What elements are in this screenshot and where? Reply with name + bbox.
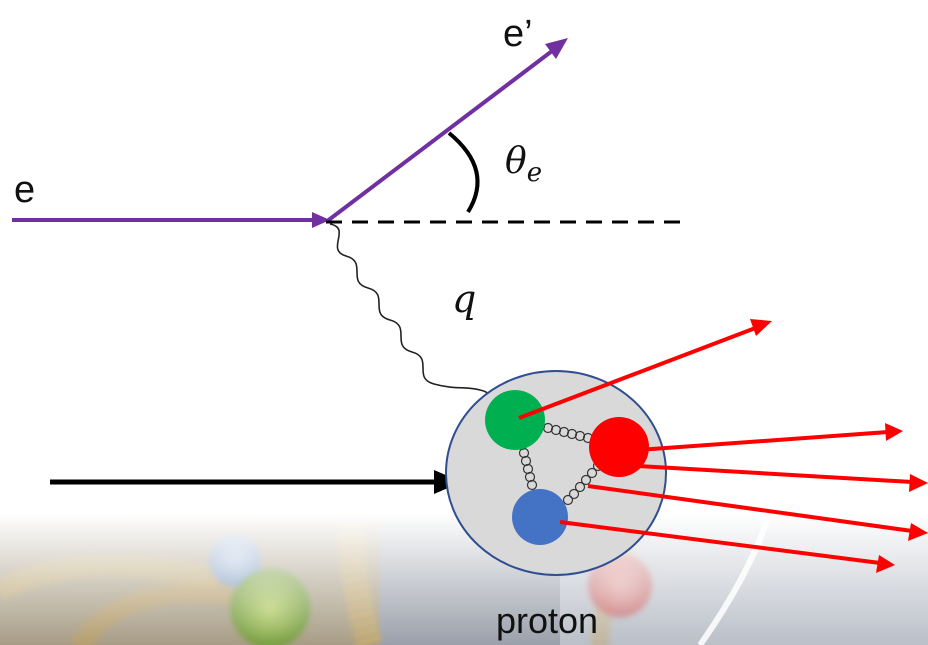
jet-from-red-quark-upper	[637, 423, 903, 452]
gluon-spring-icon	[516, 420, 604, 506]
proton-label: proton	[496, 600, 598, 641]
incoming-electron-arrowhead	[312, 212, 330, 228]
jet-from-proton-remnant	[587, 484, 928, 541]
scattering-angle-arc	[447, 131, 480, 214]
gluon-red-blue	[562, 460, 604, 506]
incoming-electron-label: e	[14, 169, 35, 211]
scattered-electron-line	[324, 38, 568, 224]
outgoing-jets	[518, 319, 928, 573]
virtual-photon-wave	[329, 223, 493, 399]
quark-blue	[512, 489, 568, 545]
incoming-electron-line	[12, 212, 330, 228]
scattering-angle-label: θe	[505, 141, 542, 188]
scattering-angle-symbol: θ	[505, 141, 527, 182]
quark-green	[485, 390, 545, 450]
jet-from-green-quark	[518, 319, 772, 420]
virtual-photon-label: q	[452, 277, 476, 321]
scattered-electron-label: e’	[503, 13, 533, 55]
jet-from-red-quark-lower	[637, 464, 928, 492]
scattering-angle-subscript: e	[527, 158, 542, 188]
jet-from-blue-quark	[559, 520, 895, 573]
quark-red	[589, 417, 649, 477]
scattered-electron-arrowhead	[545, 38, 568, 59]
